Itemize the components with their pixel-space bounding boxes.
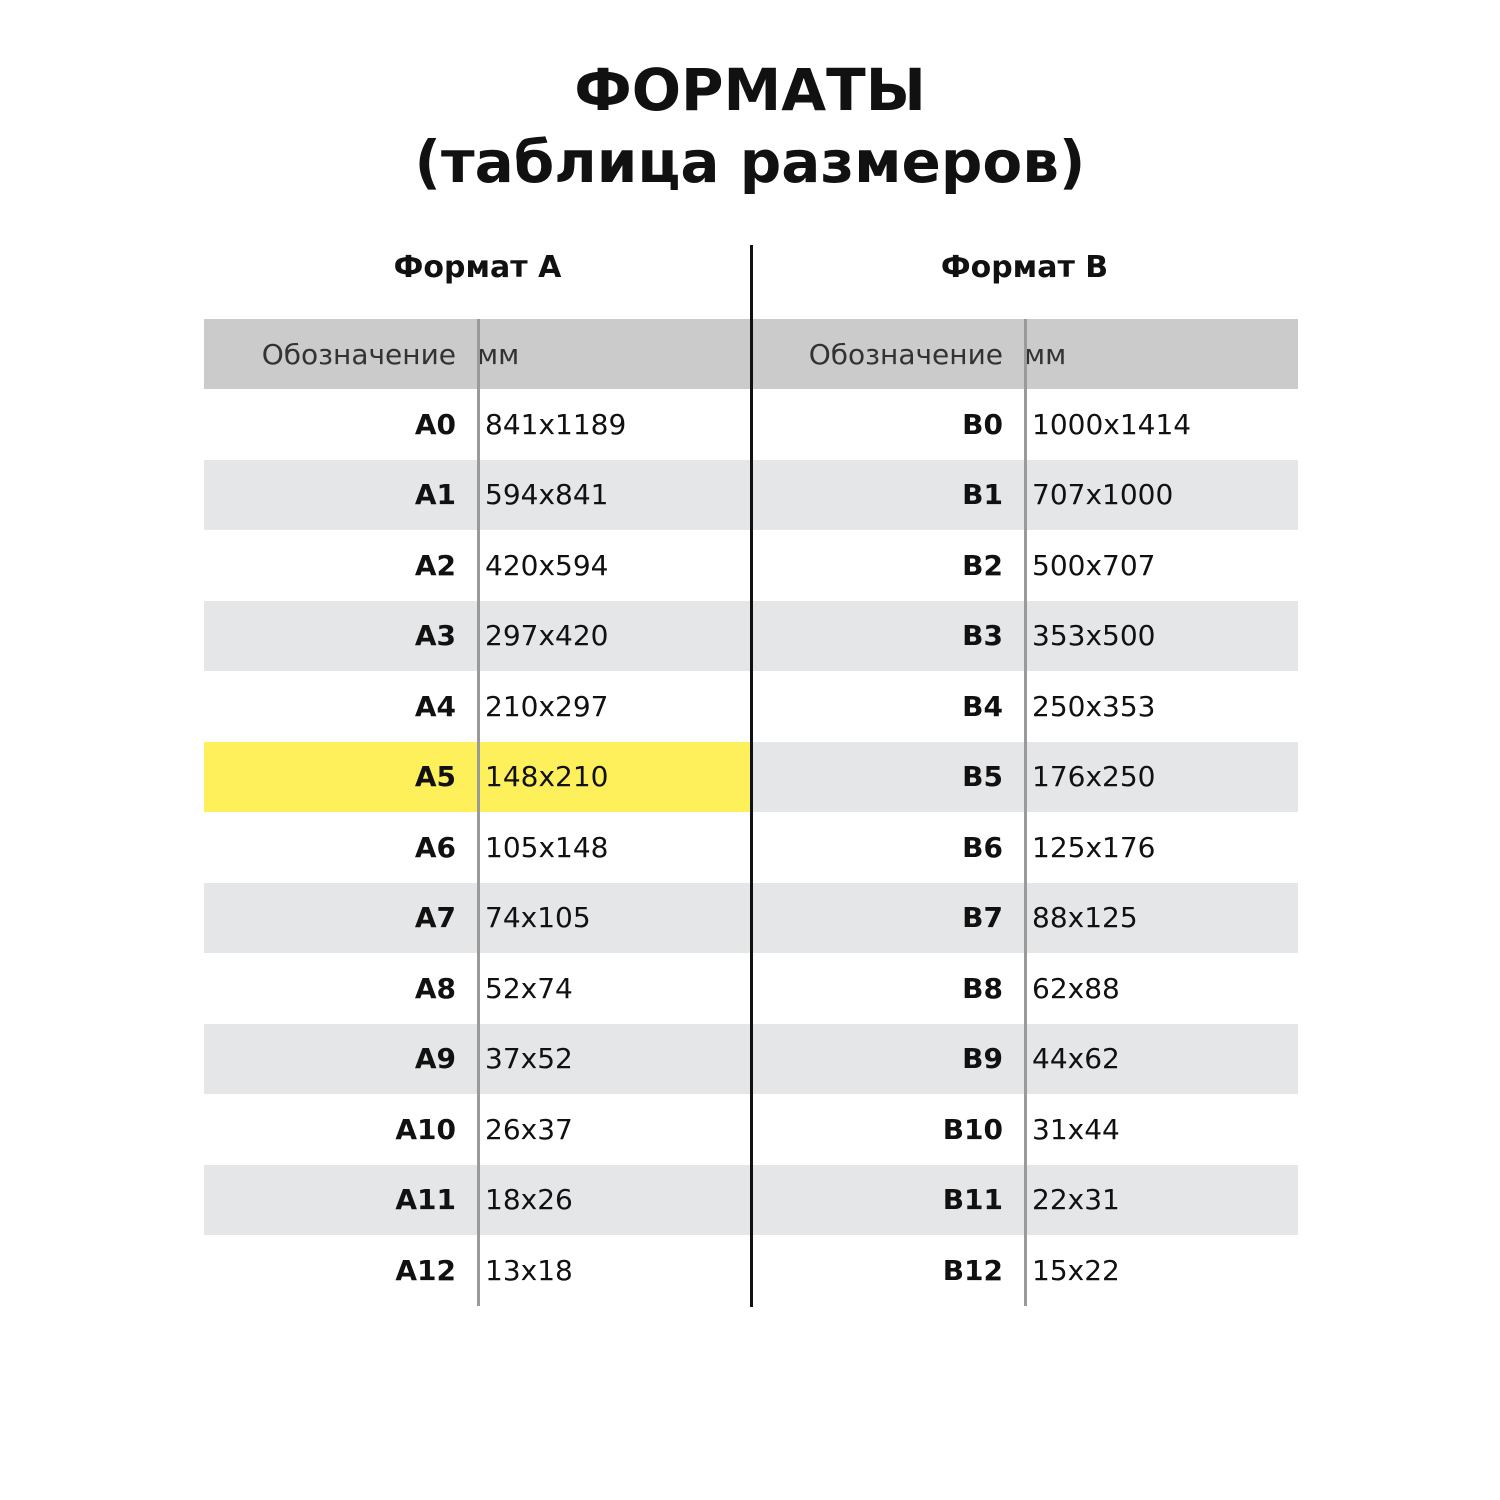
- designation-cell: B2: [962, 548, 1003, 582]
- size-cell: 125x176: [1032, 830, 1156, 864]
- page-subtitle: (таблица размеров): [414, 128, 1086, 196]
- designation-cell: Обозначение: [808, 337, 1003, 371]
- format-b-heading: Формат В: [940, 250, 1109, 285]
- size-cell: 74x105: [485, 901, 591, 935]
- size-cell: 31x44: [1032, 1112, 1120, 1146]
- designation-cell: B12: [942, 1253, 1003, 1287]
- table-row: A2 420x594: [204, 530, 751, 601]
- designation-cell: B11: [942, 1183, 1003, 1217]
- size-cell: 841x1189: [485, 407, 627, 441]
- designation-cell: A12: [395, 1253, 456, 1287]
- designation-cell: B9: [962, 1042, 1003, 1076]
- size-cell: 250x353: [1032, 689, 1156, 723]
- table-row: A10 26x37: [204, 1094, 751, 1165]
- size-cell: 22x31: [1032, 1183, 1120, 1217]
- table-row: B6 125x176: [751, 812, 1298, 883]
- column-divider: [1024, 319, 1027, 1306]
- size-cell: 15x22: [1032, 1253, 1120, 1287]
- designation-cell: B0: [962, 407, 1003, 441]
- format-a-heading: Формат А: [393, 250, 562, 285]
- table-row: B2 500x707: [751, 530, 1298, 601]
- table-row: A4 210x297: [204, 671, 751, 742]
- designation-cell: A8: [414, 971, 456, 1005]
- designation-cell: A1: [414, 478, 456, 512]
- size-cell: 353x500: [1032, 619, 1156, 653]
- size-cell: 105x148: [485, 830, 609, 864]
- designation-cell: A7: [414, 901, 456, 935]
- size-cell: 297x420: [485, 619, 609, 653]
- size-cell: 176x250: [1032, 760, 1156, 794]
- table-row: A0 841x1189: [204, 389, 751, 460]
- size-cell: 37x52: [485, 1042, 573, 1076]
- size-cell: 500x707: [1032, 548, 1156, 582]
- center-divider: [750, 245, 753, 1307]
- size-cell: 52x74: [485, 971, 573, 1005]
- designation-cell: A3: [414, 619, 456, 653]
- size-cell: 88x125: [1032, 901, 1138, 935]
- designation-cell: Обозначение: [261, 337, 456, 371]
- table-row: A6 105x148: [204, 812, 751, 883]
- table-row: B12 15x22: [751, 1235, 1298, 1306]
- column-divider: [477, 319, 480, 1306]
- designation-cell: A4: [414, 689, 456, 723]
- size-cell: 62x88: [1032, 971, 1120, 1005]
- designation-cell: A11: [395, 1183, 456, 1217]
- table-row: B4 250x353: [751, 671, 1298, 742]
- size-cell: 420x594: [485, 548, 609, 582]
- designation-cell: A6: [414, 830, 456, 864]
- designation-cell: B8: [962, 971, 1003, 1005]
- designation-cell: A0: [414, 407, 456, 441]
- size-cell: 594x841: [485, 478, 609, 512]
- designation-cell: B6: [962, 830, 1003, 864]
- format-b-table: Обозначение мм B0 1000x1414 B1 707x1000 B2 500x…: [751, 319, 1298, 1306]
- size-cell: 1000x1414: [1032, 407, 1192, 441]
- size-cell: 13x18: [485, 1253, 573, 1287]
- designation-cell: B5: [962, 760, 1003, 794]
- page-title: ФОРМАТЫ: [574, 56, 926, 124]
- designation-cell: B1: [962, 478, 1003, 512]
- size-cell: 707x1000: [1032, 478, 1174, 512]
- designation-cell: A2: [414, 548, 456, 582]
- table-row: A8 52x74: [204, 953, 751, 1024]
- designation-cell: A9: [414, 1042, 456, 1076]
- designation-cell: A10: [395, 1112, 456, 1146]
- size-cell: 44x62: [1032, 1042, 1120, 1076]
- size-cell: мм: [477, 337, 520, 371]
- size-cell: мм: [1024, 337, 1067, 371]
- table-row: B8 62x88: [751, 953, 1298, 1024]
- designation-cell: A5: [414, 760, 456, 794]
- size-cell: 148x210: [485, 760, 609, 794]
- designation-cell: B10: [942, 1112, 1003, 1146]
- size-cell: 18x26: [485, 1183, 573, 1217]
- table-row: B0 1000x1414: [751, 389, 1298, 460]
- size-cell: 26x37: [485, 1112, 573, 1146]
- designation-cell: B4: [962, 689, 1003, 723]
- size-cell: 210x297: [485, 689, 609, 723]
- designation-cell: B3: [962, 619, 1003, 653]
- table-row: A12 13x18: [204, 1235, 751, 1306]
- table-row: B10 31x44: [751, 1094, 1298, 1165]
- designation-cell: B7: [962, 901, 1003, 935]
